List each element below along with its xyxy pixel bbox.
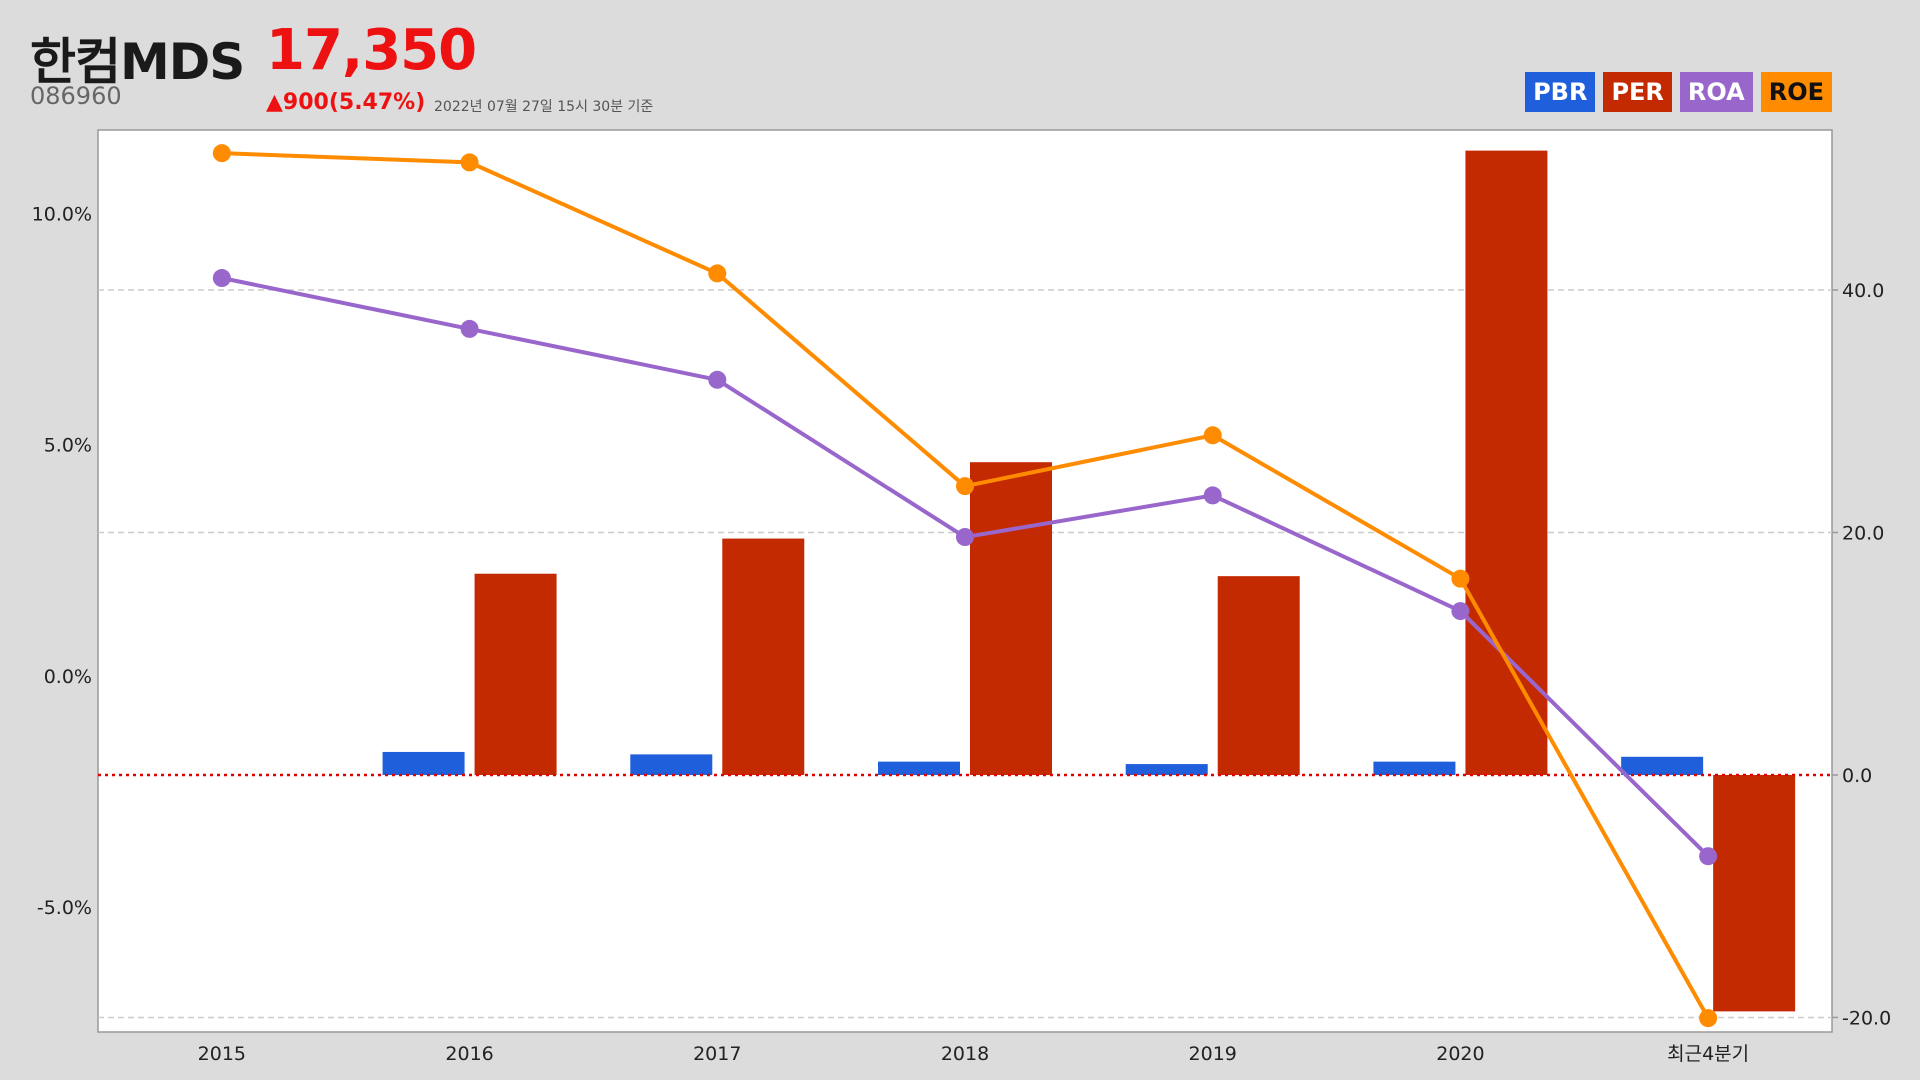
right-tick-label: 40.0 <box>1842 280 1884 302</box>
stock-name: 한컴MDS <box>30 33 245 91</box>
point-roa[interactable] <box>956 528 974 547</box>
right-tick-label: -20.0 <box>1842 1007 1891 1029</box>
left-tick-label: 10.0% <box>32 203 92 225</box>
x-tick-label: 2015 <box>198 1043 246 1065</box>
x-tick-label: 최근4분기 <box>1667 1043 1749 1065</box>
bar-pbr[interactable] <box>1373 761 1456 775</box>
bar-pbr[interactable] <box>630 754 713 775</box>
chart-legend: PBR PER ROA ROE <box>1525 72 1832 112</box>
bar-pbr[interactable] <box>878 761 960 775</box>
bar-per[interactable] <box>1465 150 1548 775</box>
point-roe[interactable] <box>1699 1009 1718 1028</box>
x-tick-label: 2018 <box>941 1043 989 1065</box>
point-roe[interactable] <box>1451 569 1470 588</box>
point-roe[interactable] <box>708 264 727 283</box>
bar-pbr[interactable] <box>382 751 465 775</box>
point-roa[interactable] <box>212 269 231 288</box>
plot-area <box>97 129 1833 1033</box>
x-tick-label: 2017 <box>693 1043 741 1065</box>
x-tick-label: 2020 <box>1436 1043 1484 1065</box>
stock-code: 086960 <box>30 82 122 110</box>
left-tick-label: 0.0% <box>44 666 92 688</box>
bar-per[interactable] <box>1713 774 1796 1012</box>
as-of-timestamp: 2022년 07월 27일 15시 30분 기준 <box>434 99 654 115</box>
point-roa[interactable] <box>1699 847 1718 866</box>
point-roa[interactable] <box>1451 602 1470 621</box>
x-tick-label: 2019 <box>1189 1043 1237 1065</box>
point-roa[interactable] <box>708 370 727 389</box>
point-roa[interactable] <box>1203 486 1222 505</box>
price-change: ▲900(5.47%) <box>266 90 426 115</box>
legend-per[interactable]: PER <box>1603 72 1672 112</box>
bar-pbr[interactable] <box>1621 756 1704 775</box>
legend-roe[interactable]: ROE <box>1760 72 1832 112</box>
left-tick-label: -5.0% <box>37 897 92 919</box>
right-tick-label: 20.0 <box>1842 523 1884 545</box>
legend-pbr[interactable]: PBR <box>1525 72 1596 112</box>
bar-pbr[interactable] <box>1125 764 1208 775</box>
left-tick-label: 5.0% <box>44 435 92 457</box>
point-roe[interactable] <box>956 477 974 496</box>
bar-per[interactable] <box>474 573 557 775</box>
stock-price: 17,350 <box>266 18 477 83</box>
bar-per[interactable] <box>1217 576 1300 775</box>
bar-per[interactable] <box>722 538 805 775</box>
x-tick-label: 2016 <box>445 1043 493 1065</box>
bar-per[interactable] <box>970 462 1052 775</box>
right-tick-label: 0.0 <box>1842 765 1872 787</box>
point-roe[interactable] <box>1203 426 1222 445</box>
point-roa[interactable] <box>460 319 479 338</box>
legend-roa[interactable]: ROA <box>1679 72 1753 112</box>
point-roe[interactable] <box>460 153 479 172</box>
point-roe[interactable] <box>212 144 231 163</box>
